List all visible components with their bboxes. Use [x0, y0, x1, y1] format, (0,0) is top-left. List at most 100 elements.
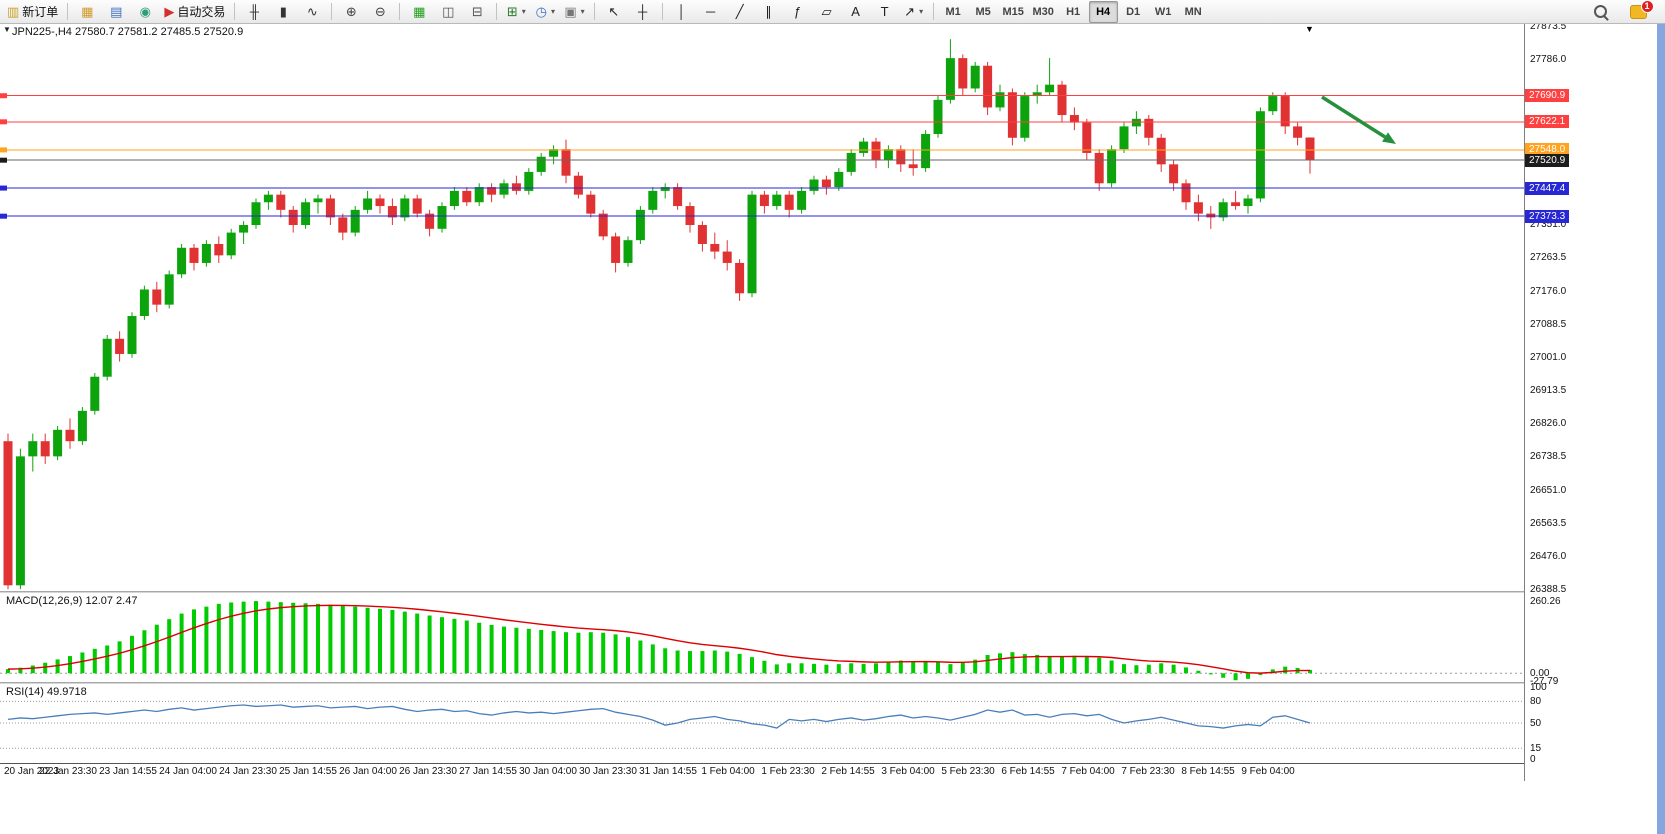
rsi-axis-label: 15: [1530, 743, 1542, 755]
navigator-button[interactable]: ◉: [131, 1, 159, 23]
time-axis[interactable]: 20 Jan 2023 22 Jan 23:30 23 Jan 14:55 24 Ja…: [0, 764, 1657, 781]
data-window-button[interactable]: ▤: [102, 1, 130, 23]
notifications-button[interactable]: 1: [1624, 0, 1654, 23]
macd-histogram-bar: [55, 659, 60, 674]
dropdown-arrow-icon: ▾: [580, 7, 585, 16]
periods-button[interactable]: ◷ ▾: [531, 1, 559, 23]
data-window-icon: ▤: [110, 4, 123, 19]
macd-panel[interactable]: MACD(12,26,9) 12.07 2.47: [0, 593, 1524, 682]
macd-histogram-bar: [117, 641, 122, 674]
timeframe-m5[interactable]: M5: [975, 5, 991, 18]
trend-arrow-annotation[interactable]: [1321, 95, 1386, 139]
new-chart-button[interactable]: ⊞ ▾: [502, 1, 530, 23]
macd-histogram-bar: [316, 603, 320, 674]
cascade-windows-button[interactable]: ⊟: [463, 1, 491, 23]
panel-splitter[interactable]: [0, 682, 1657, 684]
macd-histogram-bar: [179, 613, 184, 674]
main-chart-panel[interactable]: ▼ JPN225-,H4 27580.7 27581.2 27485.5 275…: [0, 24, 1524, 591]
price-axis-label: 26913.5: [1530, 385, 1567, 397]
candle-body: [722, 251, 732, 263]
price-line-label-level[interactable]: 27548.0: [1525, 143, 1570, 157]
vertical-scrollbar[interactable]: [1657, 24, 1665, 834]
candle-body: [102, 338, 112, 377]
candle-body: [139, 289, 149, 317]
candle-body: [1032, 92, 1042, 97]
candle-body: [759, 194, 769, 207]
line-edge-marker: [0, 213, 7, 219]
bar-chart-button[interactable]: ╫: [240, 1, 268, 23]
candle-body: [1069, 115, 1079, 123]
tile-windows-button[interactable]: ◫: [434, 1, 462, 23]
macd-histogram-bar: [80, 652, 85, 674]
price-line-label-bid[interactable]: 27520.9: [1525, 153, 1570, 167]
macd-histogram-bar: [1122, 664, 1126, 674]
timeframe-m1[interactable]: M1: [945, 5, 961, 18]
timeframe-m15[interactable]: M15: [1002, 5, 1024, 18]
macd-histogram-bar: [204, 606, 209, 674]
price-axis-label: 26738.5: [1530, 451, 1567, 463]
macd-histogram-bar: [378, 608, 382, 674]
price-line-label-resistance[interactable]: 27690.9: [1525, 89, 1570, 103]
autotrading-button[interactable]: ▶ 自动交易: [160, 1, 229, 23]
one-click-trading-toggle[interactable]: ▼: [3, 25, 11, 34]
candlestick-chart-button[interactable]: ▮: [269, 1, 297, 23]
horizontal-line-button[interactable]: ─: [697, 1, 725, 23]
rsi-panel[interactable]: RSI(14) 49.9718: [0, 684, 1524, 764]
vertical-line-button[interactable]: │: [668, 1, 696, 23]
macd-histogram-bar: [799, 663, 804, 674]
price-axis[interactable]: 27873.5 27786.0 27351.0 27263.5 27176.0 27088…: [1524, 21, 1657, 781]
candle-body: [511, 183, 521, 191]
candle-body: [908, 164, 918, 169]
indicators-button[interactable]: ▦: [405, 1, 433, 23]
price-line-label-resistance[interactable]: 27622.1: [1525, 115, 1570, 129]
macd-histogram-bar: [340, 605, 345, 674]
arrows-button[interactable]: ↗ ▾: [900, 1, 928, 23]
macd-histogram-bar: [278, 602, 283, 674]
macd-plot[interactable]: [0, 593, 1524, 682]
text-label-button[interactable]: T: [871, 1, 899, 23]
toolbar-right: 1: [1586, 0, 1662, 23]
candle-body: [449, 190, 459, 207]
trendline-button[interactable]: ╱: [726, 1, 754, 23]
line-chart-button[interactable]: ∿: [298, 1, 326, 23]
text-button[interactable]: A: [842, 1, 870, 23]
panel-splitter[interactable]: [0, 591, 1657, 593]
candle-body: [561, 149, 571, 176]
crosshair-button[interactable]: ┼: [629, 1, 657, 23]
timeframe-m30[interactable]: M30: [1032, 5, 1054, 18]
equidistant-channel-button[interactable]: ∥: [755, 1, 783, 23]
timeframe-mn[interactable]: MN: [1184, 5, 1202, 18]
timeframe-w1[interactable]: W1: [1154, 5, 1172, 18]
cursor-button[interactable]: ↖: [600, 1, 628, 23]
price-axis-label: 26563.5: [1530, 517, 1567, 529]
zoom-out-button[interactable]: ⊖: [366, 1, 394, 23]
shapes-button[interactable]: ▱: [813, 1, 841, 23]
candle-body: [1181, 183, 1191, 203]
timeframe-h1[interactable]: H1: [1066, 5, 1081, 18]
macd-label: MACD(12,26,9) 12.07 2.47: [6, 595, 138, 607]
macd-histogram-bar: [154, 624, 159, 674]
new-order-button[interactable]: ▥ 新订单: [3, 1, 62, 23]
timeframe-d1[interactable]: D1: [1126, 5, 1141, 18]
market-watch-button[interactable]: ▦: [73, 1, 101, 23]
main-chart-plot[interactable]: [0, 24, 1524, 591]
zoom-in-button[interactable]: ⊕: [337, 1, 365, 23]
price-line-label-support[interactable]: 27447.4: [1525, 181, 1570, 195]
macd-histogram-bar: [576, 632, 581, 674]
candle-body: [53, 429, 63, 457]
macd-histogram-bar: [241, 601, 246, 674]
macd-histogram-bar: [514, 627, 519, 674]
price-line-label-support[interactable]: 27373.3: [1525, 209, 1570, 223]
candle-body: [1206, 213, 1216, 218]
time-axis-label: 1 Feb 04:00: [701, 766, 755, 777]
macd-histogram-bar: [601, 632, 606, 674]
candle-body: [933, 99, 943, 134]
candle-body: [350, 209, 360, 233]
chart-shift-marker[interactable]: ▼: [1305, 24, 1314, 34]
timeframe-h4[interactable]: H4: [1088, 0, 1118, 23]
macd-histogram-bar: [1072, 655, 1077, 674]
templates-button[interactable]: ▣ ▾: [560, 1, 588, 23]
search-button[interactable]: [1586, 1, 1614, 23]
fibonacci-button[interactable]: ƒ: [784, 1, 812, 23]
rsi-plot[interactable]: [0, 684, 1524, 763]
